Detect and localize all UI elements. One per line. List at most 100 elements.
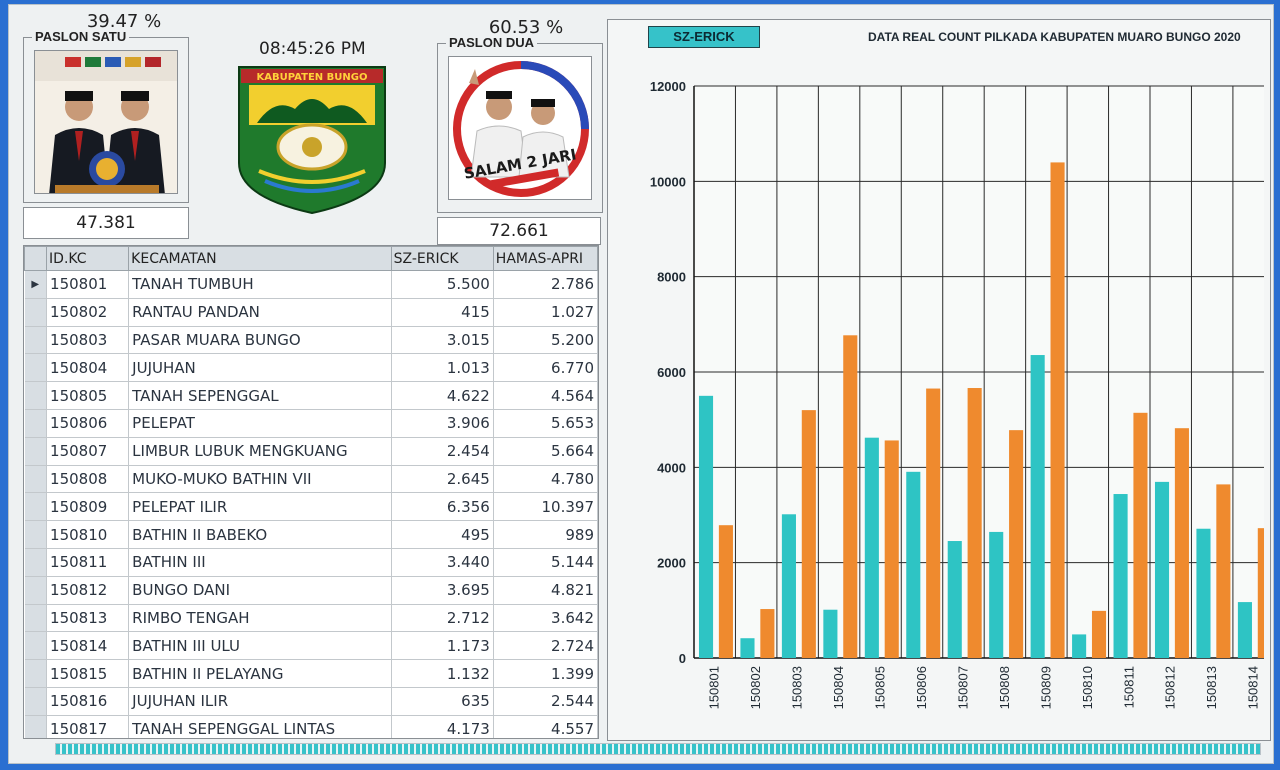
table-row[interactable]: 150814 BATHIN III ULU 1.173 2.724: [24, 631, 598, 661]
cell-sz-erick[interactable]: 6.356: [391, 492, 494, 522]
table-row[interactable]: 150816 JUJUHAN ILIR 635 2.544: [24, 687, 598, 716]
series-button[interactable]: SZ-ERICK: [648, 26, 760, 48]
cell-sz-erick[interactable]: 4.173: [391, 715, 494, 738]
cell-id[interactable]: 150804: [46, 353, 130, 383]
cell-sz-erick[interactable]: 1.173: [391, 631, 494, 661]
table-row[interactable]: 150802 RANTAU PANDAN 415 1.027: [24, 298, 598, 327]
cell-id[interactable]: 150803: [46, 326, 130, 355]
cell-sz-erick[interactable]: 2.645: [391, 465, 494, 494]
cell-hamas-apri[interactable]: 5.144: [493, 548, 598, 577]
table-row[interactable]: 150803 PASAR MUARA BUNGO 3.015 5.200: [24, 326, 598, 355]
cell-id[interactable]: 150811: [46, 548, 130, 577]
table-row[interactable]: 150808 MUKO-MUKO BATHIN VII 2.645 4.780: [24, 465, 598, 494]
cell-kecamatan[interactable]: MUKO-MUKO BATHIN VII: [128, 465, 392, 494]
cell-hamas-apri[interactable]: 10.397: [493, 492, 598, 522]
cell-sz-erick[interactable]: 495: [391, 520, 494, 549]
table-row[interactable]: 150811 BATHIN III 3.440 5.144: [24, 548, 598, 577]
table-row[interactable]: 150809 PELEPAT ILIR 6.356 10.397: [24, 492, 598, 522]
row-selector[interactable]: [24, 492, 48, 522]
cell-kecamatan[interactable]: TANAH SEPENGGAL: [128, 381, 392, 410]
column-header-hamas-apri[interactable]: HAMAS-APRI: [492, 246, 598, 271]
column-header-sz-erick[interactable]: SZ-ERICK: [390, 246, 494, 271]
cell-hamas-apri[interactable]: 5.200: [493, 326, 598, 355]
cell-sz-erick[interactable]: 1.132: [391, 659, 494, 688]
cell-kecamatan[interactable]: RIMBO TENGAH: [128, 604, 392, 633]
row-selector[interactable]: [24, 631, 48, 661]
cell-sz-erick[interactable]: 4.622: [391, 381, 494, 410]
cell-id[interactable]: 150807: [46, 437, 130, 466]
cell-kecamatan[interactable]: RANTAU PANDAN: [128, 298, 392, 327]
column-header-id[interactable]: ID.KC: [46, 246, 130, 271]
cell-id[interactable]: 150810: [46, 520, 130, 549]
table-row[interactable]: 150813 RIMBO TENGAH 2.712 3.642: [24, 604, 598, 633]
row-selector[interactable]: [24, 353, 48, 383]
row-selector[interactable]: [24, 576, 48, 605]
cell-hamas-apri[interactable]: 1.027: [493, 298, 598, 327]
cell-hamas-apri[interactable]: 1.399: [493, 659, 598, 688]
column-header-kecamatan[interactable]: KECAMATAN: [128, 246, 392, 271]
table-row[interactable]: 150805 TANAH SEPENGGAL 4.622 4.564: [24, 381, 598, 410]
cell-id[interactable]: 150802: [46, 298, 130, 327]
cell-kecamatan[interactable]: PELEPAT: [128, 409, 392, 438]
cell-hamas-apri[interactable]: 4.557: [493, 715, 598, 738]
cell-hamas-apri[interactable]: 5.664: [493, 437, 598, 466]
cell-kecamatan[interactable]: BATHIN II BABEKO: [128, 520, 392, 549]
row-selector[interactable]: [24, 604, 48, 633]
row-selector[interactable]: [24, 659, 48, 688]
cell-id[interactable]: 150813: [46, 604, 130, 633]
cell-kecamatan[interactable]: LIMBUR LUBUK MENGKUANG: [128, 437, 392, 466]
cell-hamas-apri[interactable]: 3.642: [493, 604, 598, 633]
table-row[interactable]: ▶ 150801 TANAH TUMBUH 5.500 2.786: [24, 270, 598, 299]
cell-kecamatan[interactable]: PELEPAT ILIR: [128, 492, 392, 522]
cell-sz-erick[interactable]: 3.906: [391, 409, 494, 438]
table-row[interactable]: 150810 BATHIN II BABEKO 495 989: [24, 520, 598, 549]
cell-hamas-apri[interactable]: 2.544: [493, 687, 598, 716]
cell-id[interactable]: 150801: [46, 270, 130, 299]
row-selector[interactable]: [24, 465, 48, 494]
cell-id[interactable]: 150808: [46, 465, 130, 494]
cell-hamas-apri[interactable]: 4.780: [493, 465, 598, 494]
cell-hamas-apri[interactable]: 6.770: [493, 353, 598, 383]
cell-id[interactable]: 150805: [46, 381, 130, 410]
table-row[interactable]: 150815 BATHIN II PELAYANG 1.132 1.399: [24, 659, 598, 688]
row-selector[interactable]: [24, 520, 48, 549]
cell-sz-erick[interactable]: 415: [391, 298, 494, 327]
cell-kecamatan[interactable]: JUJUHAN: [128, 353, 392, 383]
row-selector[interactable]: [24, 298, 48, 327]
cell-id[interactable]: 150814: [46, 631, 130, 661]
cell-sz-erick[interactable]: 2.454: [391, 437, 494, 466]
cell-kecamatan[interactable]: BATHIN II PELAYANG: [128, 659, 392, 688]
row-selector-arrow-icon[interactable]: ▶: [24, 270, 48, 299]
cell-hamas-apri[interactable]: 4.821: [493, 576, 598, 605]
cell-kecamatan[interactable]: BATHIN III: [128, 548, 392, 577]
cell-sz-erick[interactable]: 3.440: [391, 548, 494, 577]
cell-hamas-apri[interactable]: 989: [493, 520, 598, 549]
cell-kecamatan[interactable]: PASAR MUARA BUNGO: [128, 326, 392, 355]
cell-sz-erick[interactable]: 5.500: [391, 270, 494, 299]
cell-sz-erick[interactable]: 2.712: [391, 604, 494, 633]
row-selector[interactable]: [24, 715, 48, 738]
cell-kecamatan[interactable]: TANAH SEPENGGAL LINTAS: [128, 715, 392, 738]
row-selector[interactable]: [24, 548, 48, 577]
row-selector[interactable]: [24, 687, 48, 716]
kecamatan-table[interactable]: ID.KC KECAMATAN SZ-ERICK HAMAS-APRI ▶ 150…: [23, 245, 599, 739]
row-selector[interactable]: [24, 409, 48, 438]
cell-hamas-apri[interactable]: 4.564: [493, 381, 598, 410]
table-row[interactable]: 150804 JUJUHAN 1.013 6.770: [24, 353, 598, 383]
cell-id[interactable]: 150812: [46, 576, 130, 605]
cell-id[interactable]: 150816: [46, 687, 130, 716]
cell-sz-erick[interactable]: 3.695: [391, 576, 494, 605]
cell-hamas-apri[interactable]: 2.786: [493, 270, 598, 299]
cell-kecamatan[interactable]: TANAH TUMBUH: [128, 270, 392, 299]
cell-hamas-apri[interactable]: 2.724: [493, 631, 598, 661]
cell-id[interactable]: 150809: [46, 492, 130, 522]
table-row[interactable]: 150806 PELEPAT 3.906 5.653: [24, 409, 598, 438]
cell-kecamatan[interactable]: JUJUHAN ILIR: [128, 687, 392, 716]
cell-id[interactable]: 150817: [46, 715, 130, 738]
cell-id[interactable]: 150806: [46, 409, 130, 438]
cell-sz-erick[interactable]: 3.015: [391, 326, 494, 355]
row-selector[interactable]: [24, 437, 48, 466]
cell-kecamatan[interactable]: BATHIN III ULU: [128, 631, 392, 661]
cell-id[interactable]: 150815: [46, 659, 130, 688]
table-row[interactable]: 150807 LIMBUR LUBUK MENGKUANG 2.454 5.664: [24, 437, 598, 466]
